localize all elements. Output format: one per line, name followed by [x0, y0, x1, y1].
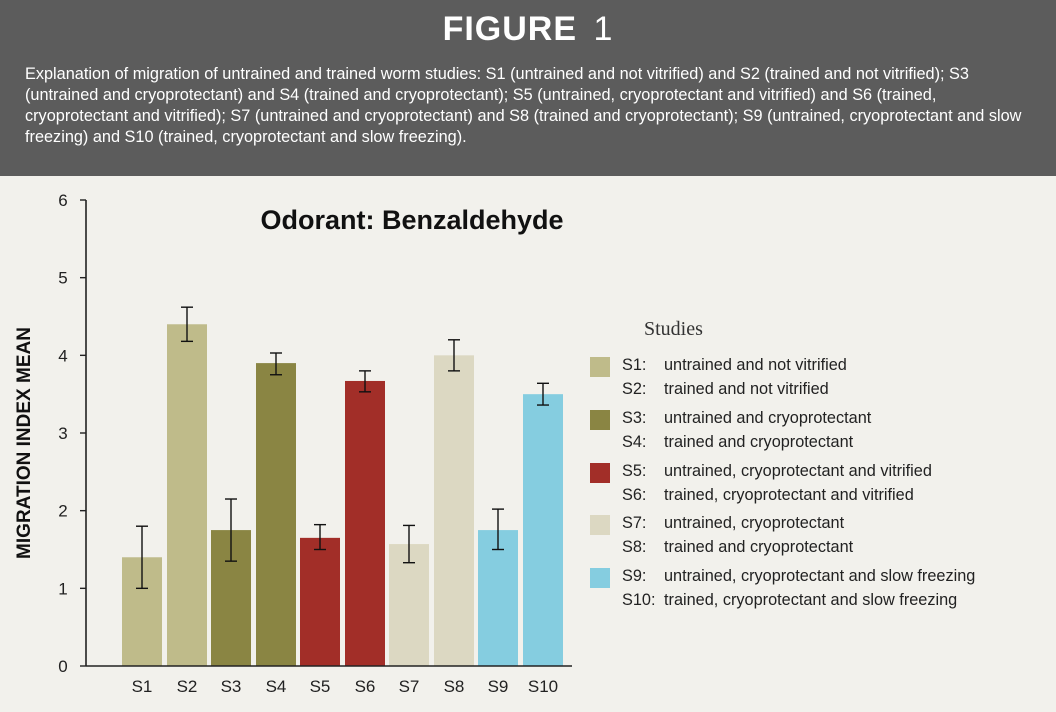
legend-text: trained and cryoprotectant [664, 538, 854, 556]
legend-code: S10: [622, 591, 656, 609]
bar-s2 [167, 324, 207, 666]
x-tick-label: S2 [177, 677, 198, 696]
y-tick-label: 5 [58, 269, 67, 288]
legend-text: untrained, cryoprotectant [664, 514, 845, 532]
legend-line: S10: trained, cryoprotectant and slow fre… [622, 590, 957, 610]
bar-chart: 0 1 2 3 4 5 6 S1 S2 S3 S4 S5 S6 S7 S8 S9 S10 Odorant: B… [14, 191, 572, 696]
bar-s7 [389, 544, 429, 666]
legend-text: trained, cryoprotectant and slow freezin… [664, 591, 958, 609]
x-tick-label: S3 [221, 677, 242, 696]
figure-title-number: 1 [593, 10, 614, 48]
x-tick-label: S10 [528, 677, 558, 696]
x-tick-label: S9 [488, 677, 509, 696]
legend-line: S5: untrained, cryoprotectant and vitrifi… [622, 461, 932, 481]
legend-code: S1: [622, 356, 647, 374]
bar-s8 [434, 355, 474, 666]
legend-code: S9: [622, 567, 647, 585]
figure-title-text: FIGURE [442, 10, 578, 48]
x-tick-label: S8 [444, 677, 465, 696]
legend-text: untrained, cryoprotectant and vitrified [664, 462, 932, 480]
figure-header: FIGURE 1 Explanation of migration of unt… [0, 0, 1056, 176]
figure-title: FIGURE 1 [0, 10, 1056, 49]
legend-code: S7: [622, 514, 647, 532]
legend-title: Studies [644, 318, 703, 340]
legend-code: S5: [622, 462, 647, 480]
figure-description: Explanation of migration of untrained an… [25, 65, 1022, 146]
legend-line: S3: untrained and cryoprotectant [622, 408, 871, 428]
y-tick-label: 1 [58, 579, 67, 598]
bar-s9 [478, 530, 518, 666]
legend-swatch [590, 463, 610, 483]
bar-s10 [523, 394, 563, 666]
y-axis-label: MIGRATION INDEX MEAN [14, 327, 35, 559]
bar-s6 [345, 380, 385, 666]
legend-code: S2: [622, 380, 647, 398]
bar-s4 [256, 363, 296, 666]
legend-swatch [590, 568, 610, 588]
legend-line: S9: untrained, cryoprotectant and slow fr… [622, 566, 975, 586]
legend-swatch [590, 515, 610, 535]
x-tick-label: S6 [355, 677, 376, 696]
legend-swatch [590, 410, 610, 430]
legend-text: untrained and not vitrified [664, 356, 847, 374]
legend-code: S6: [622, 486, 647, 504]
bar-s5 [300, 537, 340, 666]
legend-text: trained and not vitrified [664, 380, 829, 398]
legend-line: S1: untrained and not vitrified [622, 355, 847, 375]
x-tick-label: S5 [310, 677, 331, 696]
legend-line: S6: trained, cryoprotectant and vitrified [622, 485, 914, 505]
legend-line: S4: trained and cryoprotectant [622, 432, 853, 452]
legend-line: S8: trained and cryoprotectant [622, 537, 853, 557]
y-tick-label: 0 [58, 657, 67, 676]
legend-code: S3: [622, 409, 647, 427]
x-tick-label: S1 [132, 677, 153, 696]
legend-line: S7: untrained, cryoprotectant [622, 513, 844, 533]
legend-text: trained, cryoprotectant and vitrified [664, 486, 914, 504]
legend-code: S4: [622, 433, 647, 451]
y-tick-label: 2 [58, 502, 67, 521]
chart-title: Odorant: Benzaldehyde [260, 205, 563, 235]
y-tick-label: 4 [58, 346, 67, 365]
legend-code: S8: [622, 538, 647, 556]
legend-text: untrained, cryoprotectant and slow freez… [664, 567, 976, 585]
x-tick-label: S4 [266, 677, 287, 696]
legend-text: untrained and cryoprotectant [664, 409, 872, 427]
legend-line: S2: trained and not vitrified [622, 379, 829, 399]
x-tick-label: S7 [399, 677, 420, 696]
legend-text: trained and cryoprotectant [664, 433, 854, 451]
y-tick-label: 3 [58, 424, 67, 443]
legend-swatch [590, 357, 610, 377]
y-tick-label: 6 [58, 191, 67, 210]
